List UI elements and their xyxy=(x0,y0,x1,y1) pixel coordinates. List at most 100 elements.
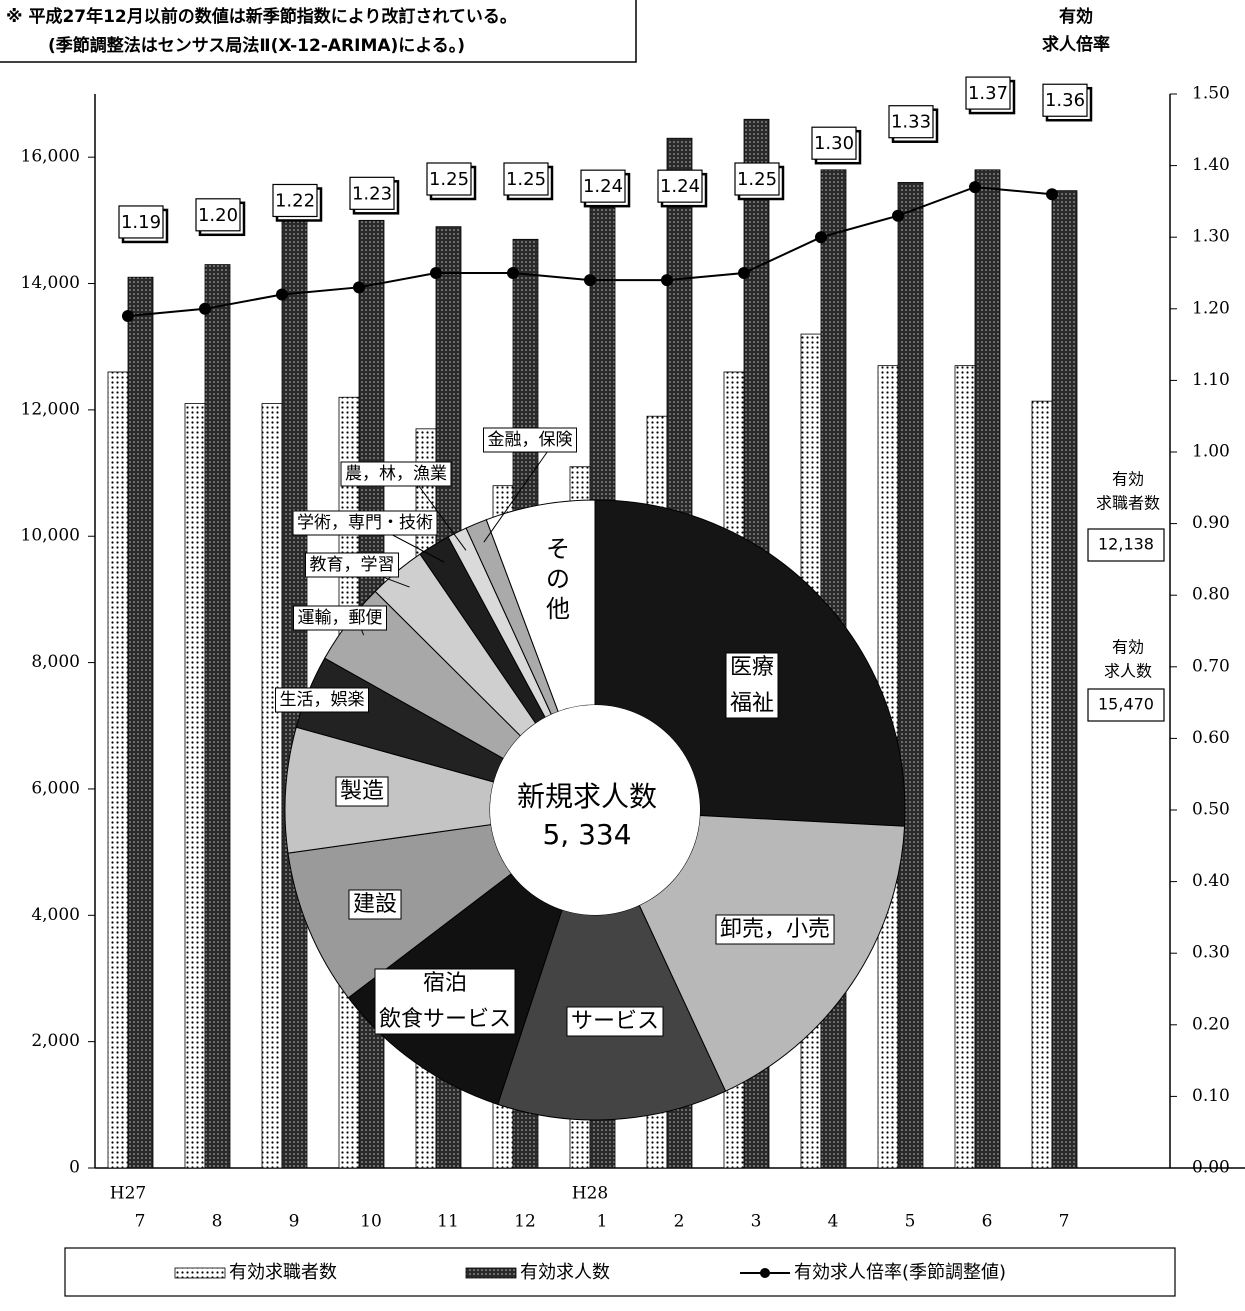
x-tick-label: 4 xyxy=(828,1212,839,1232)
pie-label: そ xyxy=(546,535,570,563)
y-tick-label: 14,000 xyxy=(21,273,80,293)
pie-label-box xyxy=(374,968,516,1035)
pie-label-box xyxy=(335,776,389,807)
pie-callout xyxy=(415,481,467,551)
line-point xyxy=(507,267,519,279)
bar xyxy=(1031,400,1053,1169)
annotation-box xyxy=(1087,688,1165,722)
pie-label: 運輸，郵便 xyxy=(298,608,383,628)
value-label-box xyxy=(657,169,703,203)
y2-tick-label: 0.20 xyxy=(1192,1014,1230,1034)
y2-tick-label: 0.30 xyxy=(1192,943,1230,963)
y2-tick-label: 1.10 xyxy=(1192,370,1230,390)
legend-label: 有効求人倍率(季節調整値) xyxy=(794,1262,1006,1283)
value-label: 1.30 xyxy=(814,133,854,154)
legend-swatch xyxy=(174,1267,226,1279)
pie-label-box xyxy=(340,461,452,487)
note-line: (季節調整法はセンサス局法Ⅱ(X-12-ARIMA)による。) xyxy=(48,35,465,56)
pie-label: サービス xyxy=(571,1009,659,1034)
value-label: 1.19 xyxy=(121,212,161,233)
value-label-box xyxy=(580,169,626,203)
pie-label-box xyxy=(566,1006,664,1037)
line-point xyxy=(353,281,365,294)
legend-swatch xyxy=(465,1267,517,1279)
note-box xyxy=(0,0,637,63)
note-line: ※ 平成27年12月以前の数値は新季節指数により改訂されている。 xyxy=(6,6,517,27)
y2-tick-label: 0.00 xyxy=(1192,1158,1230,1178)
y2-tick-label: 1.20 xyxy=(1192,298,1230,318)
value-label: 1.22 xyxy=(275,190,315,211)
y-tick-label: 10,000 xyxy=(21,526,80,546)
value-label-box xyxy=(1042,83,1088,117)
bar xyxy=(107,371,129,1169)
pie-label-group: サービス xyxy=(566,1006,664,1037)
value-label: 1.25 xyxy=(506,169,546,190)
value-label: 1.24 xyxy=(660,176,700,197)
line-point xyxy=(738,267,750,279)
pie-label-box xyxy=(725,652,779,719)
y2-tick-label: 1.30 xyxy=(1192,227,1230,247)
x-tick-label: 7 xyxy=(1059,1212,1070,1232)
y2-tick-label: 0.80 xyxy=(1192,585,1230,605)
pie-label: 建設 xyxy=(353,892,397,917)
line-point xyxy=(1046,188,1058,201)
pie-label: 生活，娯楽 xyxy=(280,690,365,710)
value-label-box xyxy=(811,126,857,160)
value-label: 1.25 xyxy=(429,169,469,190)
pie-label: 製造 xyxy=(340,779,384,804)
bar xyxy=(1051,190,1078,1169)
value-label-box xyxy=(118,205,164,239)
pie-label: の xyxy=(546,565,570,593)
y-tick-label: 16,000 xyxy=(21,147,80,167)
y2-axis-title: 有効 xyxy=(1059,6,1093,27)
line-point xyxy=(430,267,442,279)
y-tick-label: 6,000 xyxy=(31,778,80,798)
value-label-box xyxy=(426,162,472,196)
annotation-title: 有効 xyxy=(1112,638,1144,657)
value-label: 1.37 xyxy=(968,83,1008,104)
value-label-box xyxy=(349,176,395,210)
bar xyxy=(127,276,154,1169)
pie-center-label: 5, 334 xyxy=(542,818,631,851)
pie-label-box xyxy=(275,687,369,713)
x-tick-label: H28 xyxy=(572,1184,608,1204)
annotation-value: 12,138 xyxy=(1098,535,1154,554)
y2-tick-label: 0.90 xyxy=(1192,513,1230,533)
x-tick-label: 6 xyxy=(982,1212,993,1232)
value-label-box xyxy=(195,198,241,232)
pie-label-box xyxy=(305,552,399,578)
pie-label-group: 建設 xyxy=(348,889,402,920)
y2-tick-label: 0.60 xyxy=(1192,728,1230,748)
line-point xyxy=(199,302,211,315)
x-tick-label: 5 xyxy=(905,1212,916,1232)
pie-label: 飲食サービス xyxy=(379,1007,511,1032)
y2-axis-title: 求人倍率 xyxy=(1042,34,1110,55)
value-label-box xyxy=(503,162,549,196)
pie-label-box xyxy=(715,914,835,945)
pie-label: 宿泊 xyxy=(423,971,467,996)
pie-label-box xyxy=(483,427,577,453)
pie-label-group: 教育，学習 xyxy=(305,552,410,588)
line-point xyxy=(122,309,134,322)
legend-box xyxy=(64,1247,1176,1297)
pie-label: 農，林，漁業 xyxy=(345,464,447,484)
value-label-box xyxy=(734,162,780,196)
line-point xyxy=(892,209,904,222)
x-tick-label: 12 xyxy=(514,1212,536,1232)
pie-label-group: 生活，娯楽 xyxy=(275,687,369,713)
y-tick-label: 2,000 xyxy=(31,1031,80,1051)
value-label: 1.24 xyxy=(583,176,623,197)
pie-label: 学術，専門・技術 xyxy=(297,513,433,533)
pie-label-group: 金融，保険 xyxy=(483,427,577,543)
annotation-box xyxy=(1087,528,1165,562)
y2-tick-label: 1.40 xyxy=(1192,155,1230,175)
pie-label: 他 xyxy=(546,595,570,623)
x-tick-label: 9 xyxy=(289,1212,300,1232)
pie-hole xyxy=(490,705,700,915)
pie-callout xyxy=(483,447,551,543)
line-point xyxy=(969,181,981,194)
value-label-box xyxy=(965,76,1011,110)
pie-center-label: 新規求人数 xyxy=(517,780,657,813)
